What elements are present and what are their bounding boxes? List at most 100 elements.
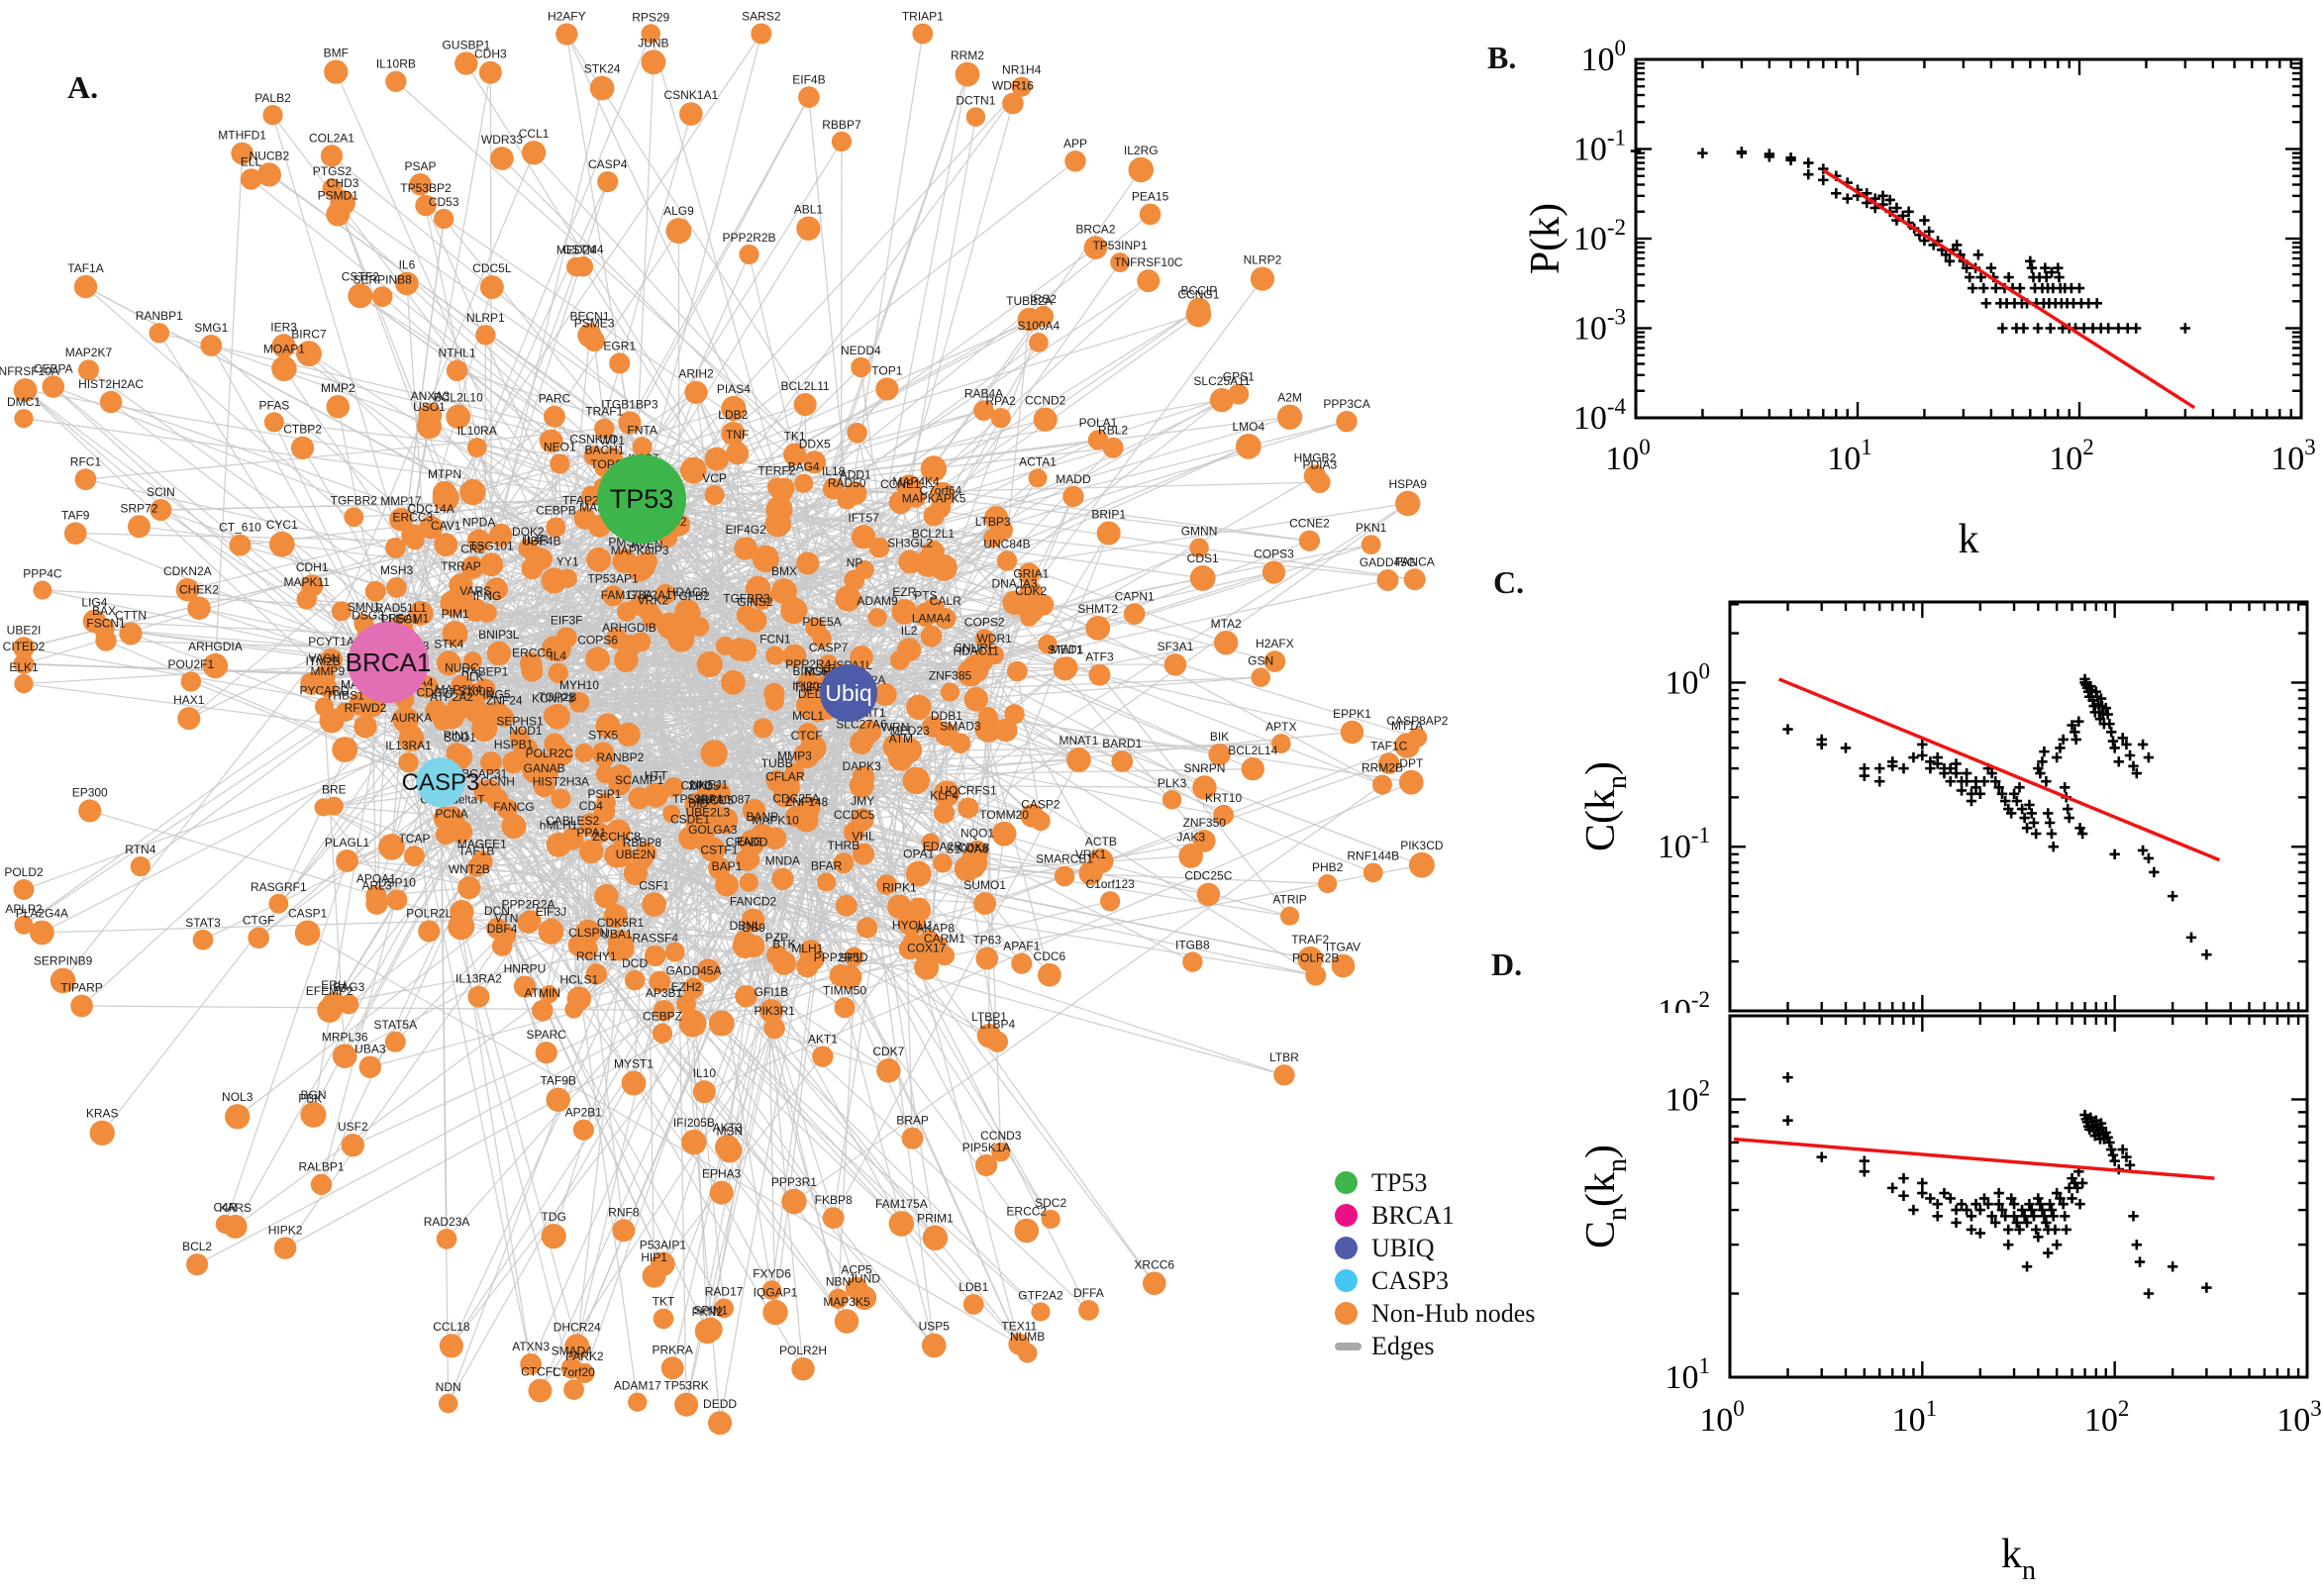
- network-node: [1078, 860, 1103, 885]
- network-node: [844, 947, 864, 967]
- network-node-label: P53AIP1: [640, 1238, 687, 1251]
- network-node-label: BGN: [301, 1088, 327, 1102]
- network-edge: [815, 399, 1223, 629]
- network-node-label: SERPINB8: [353, 272, 412, 286]
- network-node-label: ING5: [482, 687, 510, 701]
- network-node: [1407, 728, 1428, 748]
- network-node-label: CAV1: [431, 519, 461, 533]
- network-node: [682, 977, 705, 999]
- network-edge: [387, 72, 491, 663]
- network-node: [623, 860, 648, 886]
- network-node-label: TAF9: [61, 508, 90, 522]
- network-node-label: PIN1: [444, 729, 470, 743]
- network-node-label: ABL1: [794, 203, 824, 217]
- network-node: [385, 537, 406, 558]
- network-node-label: PDIA3: [1302, 457, 1337, 471]
- network-node-label: MAP2K4: [435, 682, 482, 696]
- network-node-label: EP300: [72, 785, 108, 799]
- legend-label-ubiq: UBIQ: [1371, 1233, 1435, 1262]
- network-node: [761, 1280, 782, 1300]
- network-node: [365, 885, 387, 907]
- network-node: [324, 59, 349, 84]
- network-node-label: SNRPN: [1183, 761, 1225, 775]
- network-node: [921, 833, 941, 851]
- network-node-label: APP: [1063, 137, 1087, 150]
- network-node: [1196, 882, 1221, 907]
- network-node: [1085, 615, 1111, 641]
- network-node-label: XPO5: [688, 779, 720, 793]
- legend-label-edges: Edges: [1371, 1331, 1435, 1360]
- network-node: [867, 608, 887, 628]
- network-node-label: CSNK1A1: [663, 88, 718, 102]
- network-node-label: MTPN: [428, 467, 461, 481]
- network-node-label: GPS1: [1223, 370, 1255, 384]
- network-node-label: ATP2A2: [430, 690, 473, 704]
- network-edge: [548, 769, 639, 1403]
- network-node-label: SLC25A11: [1193, 374, 1250, 388]
- network-node: [764, 510, 791, 538]
- network-node-label: WNT2B: [449, 862, 490, 876]
- network-node: [665, 218, 692, 245]
- network-node-label: ZNF385: [929, 668, 972, 682]
- network-node-label: DNAJA3: [992, 577, 1038, 591]
- network-node-label: TNF: [726, 428, 749, 442]
- network-node: [991, 1142, 1011, 1162]
- network-node: [765, 646, 785, 665]
- network-node: [1185, 301, 1212, 328]
- plot-B-xtick-10e1: 101: [1827, 435, 1872, 477]
- network-node: [1182, 951, 1203, 972]
- network-node-label: CARM1: [924, 932, 965, 946]
- network-node: [962, 1294, 984, 1315]
- legend-swatch-casp3-dot-icon: [1335, 1269, 1358, 1292]
- network-node-label: POLR2L: [406, 906, 452, 920]
- network-node: [1209, 387, 1235, 413]
- network-node-label: ATF3: [1085, 650, 1114, 664]
- network-edge: [946, 502, 1409, 795]
- network-edge: [578, 954, 656, 1000]
- network-node: [662, 804, 681, 823]
- network-node-label: UBE2N: [616, 848, 656, 861]
- network-node: [785, 805, 807, 828]
- network-node: [395, 271, 419, 296]
- network-edge: [23, 720, 333, 926]
- network-node-label: SCAMP1: [615, 773, 664, 787]
- network-node-label: C1orf123: [1085, 877, 1135, 891]
- network-edge: [475, 492, 857, 868]
- network-edge: [160, 498, 643, 511]
- hub-tp53-label: TP53: [610, 484, 674, 514]
- network-node-label: CCL1: [519, 127, 550, 141]
- network-node-label: VARS: [459, 584, 491, 598]
- network-node-label: TERF2: [758, 463, 795, 477]
- network-node-label: JAK3: [1176, 830, 1205, 844]
- network-edge: [440, 781, 910, 950]
- network-node-label: CDC14A: [407, 502, 454, 516]
- network-node: [14, 673, 34, 694]
- hub-tp53: [597, 454, 686, 544]
- network-node-label: BIK: [1210, 730, 1229, 744]
- network-edge: [371, 704, 377, 896]
- network-node-label: RPA2: [985, 394, 1016, 408]
- network-node: [784, 762, 805, 783]
- network-node: [578, 939, 599, 959]
- network-node-label: TKT: [653, 1295, 675, 1309]
- network-edge: [344, 498, 643, 1056]
- network-node: [317, 997, 343, 1023]
- network-node: [294, 920, 321, 947]
- network-edge: [848, 692, 1020, 1345]
- network-edge: [558, 463, 1052, 1220]
- network-node-label: LDB2: [718, 408, 748, 422]
- network-node-label: PIK3CD: [1400, 839, 1444, 852]
- network-node-label: CDC27: [417, 686, 456, 700]
- network-node: [449, 573, 473, 598]
- network-node: [384, 1031, 406, 1052]
- network-node-label: MMP17: [380, 494, 422, 508]
- network-node: [1361, 535, 1381, 555]
- network-node-label: CALR: [930, 594, 961, 608]
- network-node-label: TCAP: [398, 832, 430, 846]
- plot-C-ticks: [1728, 602, 2309, 1013]
- network-node: [556, 23, 578, 46]
- network-edge: [483, 335, 487, 690]
- network-edge: [323, 706, 580, 1000]
- network-node-label: TDG: [542, 1210, 566, 1224]
